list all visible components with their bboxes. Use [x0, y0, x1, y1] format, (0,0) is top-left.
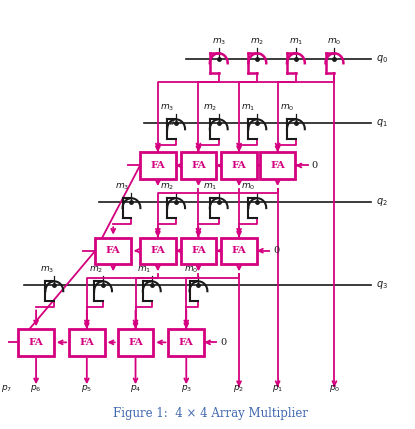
- Text: $m_0$: $m_0$: [241, 181, 256, 192]
- Text: 0: 0: [220, 338, 227, 347]
- FancyBboxPatch shape: [221, 238, 257, 264]
- Text: $m_1$: $m_1$: [137, 265, 151, 275]
- FancyBboxPatch shape: [95, 238, 131, 264]
- Text: $m_1$: $m_1$: [241, 103, 256, 113]
- FancyBboxPatch shape: [140, 152, 176, 179]
- Text: FA: FA: [191, 161, 206, 170]
- FancyBboxPatch shape: [181, 238, 216, 264]
- FancyBboxPatch shape: [168, 329, 204, 356]
- Text: $m_3$: $m_3$: [40, 265, 54, 275]
- Text: FA: FA: [151, 246, 165, 255]
- FancyBboxPatch shape: [69, 329, 105, 356]
- Text: $m_2$: $m_2$: [160, 181, 174, 192]
- Text: 0: 0: [312, 161, 318, 170]
- Text: FA: FA: [79, 338, 94, 347]
- FancyBboxPatch shape: [181, 152, 216, 179]
- Text: $m_1$: $m_1$: [203, 181, 217, 192]
- Text: FA: FA: [29, 338, 44, 347]
- Text: $p_0$: $p_0$: [329, 383, 340, 393]
- Text: $m_3$: $m_3$: [212, 36, 226, 47]
- Text: $q_2$: $q_2$: [376, 196, 388, 208]
- Text: FA: FA: [106, 246, 121, 255]
- Text: $q_0$: $q_0$: [376, 53, 388, 65]
- FancyBboxPatch shape: [260, 152, 295, 179]
- Text: 0: 0: [169, 119, 174, 127]
- Text: $p_6$: $p_6$: [30, 383, 42, 393]
- FancyBboxPatch shape: [118, 329, 154, 356]
- Text: $p_7$: $p_7$: [1, 383, 12, 393]
- Text: Figure 1:  4 × 4 Array Multiplier: Figure 1: 4 × 4 Array Multiplier: [113, 407, 308, 420]
- Text: $m_2$: $m_2$: [250, 36, 264, 47]
- Text: FA: FA: [128, 338, 143, 347]
- Text: FA: FA: [151, 161, 165, 170]
- Text: FA: FA: [232, 246, 247, 255]
- Text: 0: 0: [273, 246, 279, 255]
- Text: $q_1$: $q_1$: [376, 117, 388, 129]
- Text: $p_5$: $p_5$: [81, 383, 93, 393]
- Text: $p_2$: $p_2$: [234, 383, 244, 393]
- FancyBboxPatch shape: [140, 238, 176, 264]
- Text: $p_4$: $p_4$: [130, 383, 141, 393]
- FancyBboxPatch shape: [221, 152, 257, 179]
- Text: $m_2$: $m_2$: [89, 265, 103, 275]
- Text: $m_2$: $m_2$: [203, 103, 217, 113]
- Text: $m_3$: $m_3$: [160, 103, 174, 113]
- Text: $p_3$: $p_3$: [181, 383, 192, 393]
- Text: FA: FA: [232, 161, 247, 170]
- Text: $q_3$: $q_3$: [376, 279, 388, 291]
- Text: FA: FA: [270, 161, 285, 170]
- Text: $m_0$: $m_0$: [327, 36, 342, 47]
- Text: $m_3$: $m_3$: [115, 181, 129, 192]
- Text: $m_0$: $m_0$: [280, 103, 294, 113]
- Text: $m_0$: $m_0$: [184, 265, 198, 275]
- FancyBboxPatch shape: [18, 329, 54, 356]
- Text: FA: FA: [179, 338, 194, 347]
- Text: $p_1$: $p_1$: [272, 383, 283, 393]
- Text: $m_1$: $m_1$: [289, 36, 303, 47]
- Text: FA: FA: [191, 246, 206, 255]
